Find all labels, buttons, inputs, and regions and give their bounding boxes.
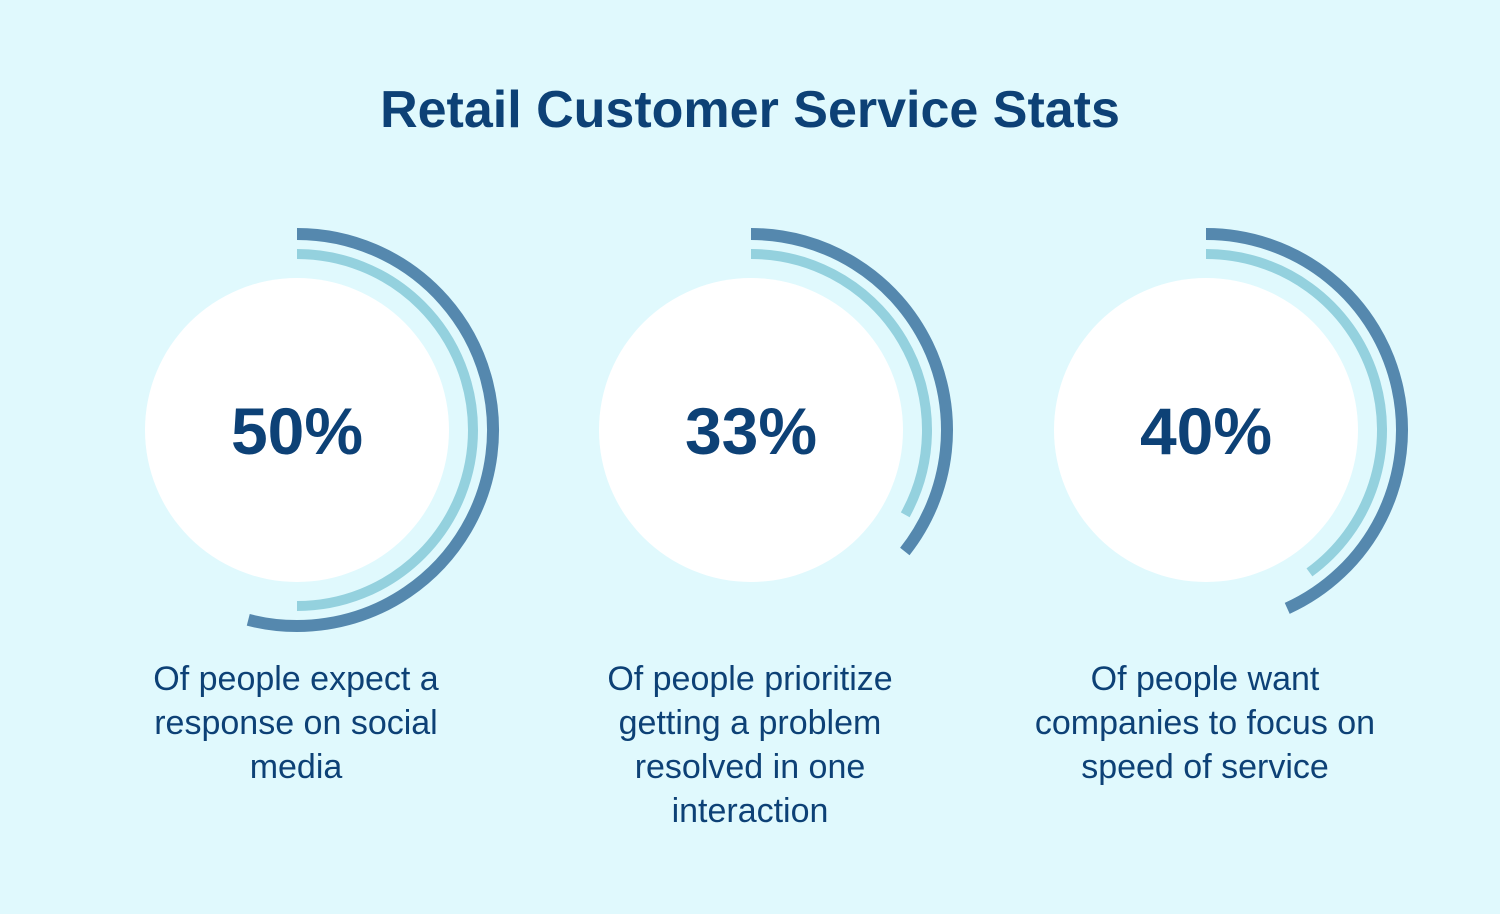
progress-arc-inner [1205,249,1387,577]
progress-arc-outer [750,228,953,556]
progress-arc-outer [1205,228,1408,614]
page-title: Retail Customer Service Stats [380,81,1120,139]
stat-caption-one-interaction: Of people prioritize getting a problem r… [607,660,893,830]
stat-gauge-social-media: 50% [145,228,500,632]
stat-value: 33% [685,394,817,468]
stat-circle [145,278,449,582]
progress-arc-inner [296,249,478,611]
progress-arc-outer [246,228,500,632]
progress-arc-inner [750,249,932,518]
stat-value: 50% [231,394,363,468]
stat-gauge-speed-of-service: 40% [1054,228,1408,614]
stat-caption-speed-of-service: Of people want companies to focus on spe… [1034,660,1376,786]
stat-gauge-one-interaction: 33% [599,228,953,582]
stat-value: 40% [1140,394,1272,468]
stat-caption-social-media: Of people expect a response on social me… [153,660,439,786]
stat-circle [1054,278,1358,582]
stat-circle [599,278,903,582]
